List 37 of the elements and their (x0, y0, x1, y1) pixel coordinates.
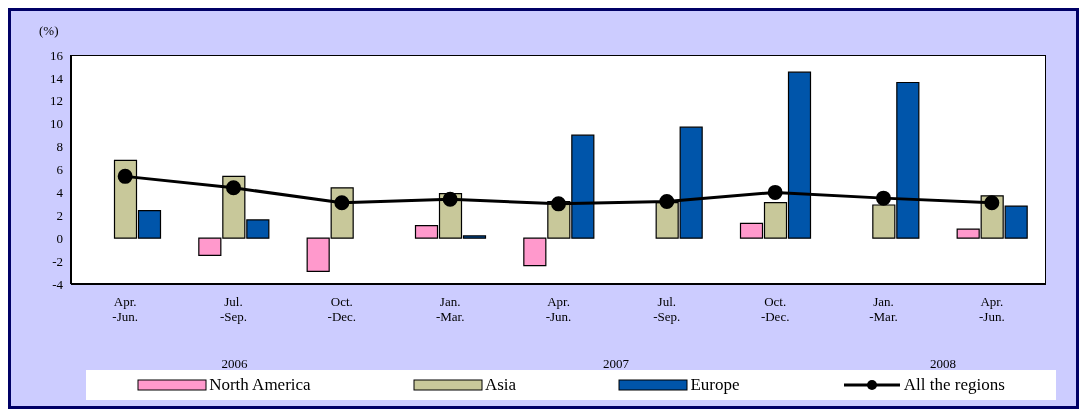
y-tick-label: 4 (56, 185, 64, 201)
x-tick-label: Oct. -Dec. (327, 294, 357, 324)
y-tick-label: -4 (52, 276, 64, 292)
y-tick-label: 10 (50, 116, 63, 132)
y-tick-label: 16 (50, 47, 64, 63)
x-tick-label: Jul. -Sep. (219, 294, 248, 324)
point (334, 195, 350, 211)
y-tick-label: 2 (56, 207, 63, 223)
point (767, 184, 783, 200)
y-tick-label: 8 (56, 139, 63, 155)
point (984, 195, 1000, 211)
point (551, 196, 566, 212)
x-tick-label: Apr. -Jun. (545, 294, 572, 324)
legend-label: North America (209, 375, 311, 395)
y-tick-label: -2 (52, 253, 63, 269)
point (876, 190, 891, 206)
legend-label: All the regions (903, 375, 1005, 395)
text: 2008 (929, 356, 957, 372)
x-tick-label: Oct. -Dec. (760, 294, 790, 324)
point (659, 194, 675, 210)
y-tick-label: 14 (50, 70, 64, 86)
text: 2007 (602, 356, 630, 372)
x-tick-label: Apr. -Jun. (112, 294, 138, 324)
text: 2006 (220, 356, 249, 372)
y-axis-title: (%) (39, 23, 59, 39)
x-tick-label: Jan. -Mar. (435, 294, 465, 324)
legend-label: Asia (484, 375, 517, 395)
point (226, 180, 241, 196)
point (117, 168, 133, 184)
x-tick-label: Apr. -Jun. (979, 294, 1005, 324)
x-tick-label: Jul. -Sep. (653, 294, 681, 324)
point (442, 191, 458, 207)
y-tick-label: 6 (56, 162, 64, 178)
y-tick-label: 0 (56, 230, 63, 246)
legend-label: Europe (690, 375, 740, 395)
y-tick-label: 12 (50, 93, 63, 109)
x-tick-label: Jan. -Mar. (869, 294, 898, 324)
